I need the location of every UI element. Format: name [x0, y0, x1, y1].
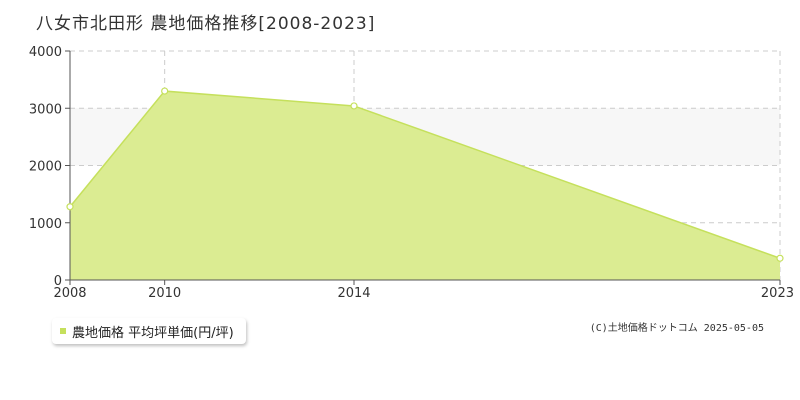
legend: 農地価格 平均坪単価(円/坪)	[52, 318, 246, 344]
y-tick-label: 1000	[29, 217, 62, 232]
x-tick-label: 2014	[337, 286, 370, 301]
series-line	[69, 90, 781, 259]
y-tick-label: 3000	[29, 102, 62, 117]
x-tick-labels: 2008 2010 2014 2023	[53, 286, 794, 301]
data-point	[776, 254, 784, 262]
copyright-text: (C)土地価格ドットコム 2025-05-05	[589, 323, 764, 334]
data-markers	[66, 87, 784, 262]
data-point	[66, 203, 74, 211]
x-tick-label: 2008	[53, 286, 86, 301]
y-tick-label: 2000	[29, 160, 62, 175]
y-tick-label: 4000	[29, 45, 62, 60]
data-point	[350, 102, 358, 110]
axes	[65, 50, 781, 285]
data-point	[161, 87, 169, 95]
area-layer	[69, 90, 781, 280]
legend-label: 農地価格 平均坪単価(円/坪)	[72, 325, 234, 341]
y-tick-label: 0	[54, 274, 62, 289]
x-tick-label: 2023	[761, 286, 794, 301]
x-tick-label: 2010	[148, 286, 181, 301]
legend-swatch	[60, 328, 66, 334]
chart-title: 八女市北田形 農地価格推移[2008-2023]	[36, 14, 376, 34]
y-tick-labels: 0 1000 2000 3000 4000	[29, 45, 62, 289]
series-area	[70, 91, 780, 280]
